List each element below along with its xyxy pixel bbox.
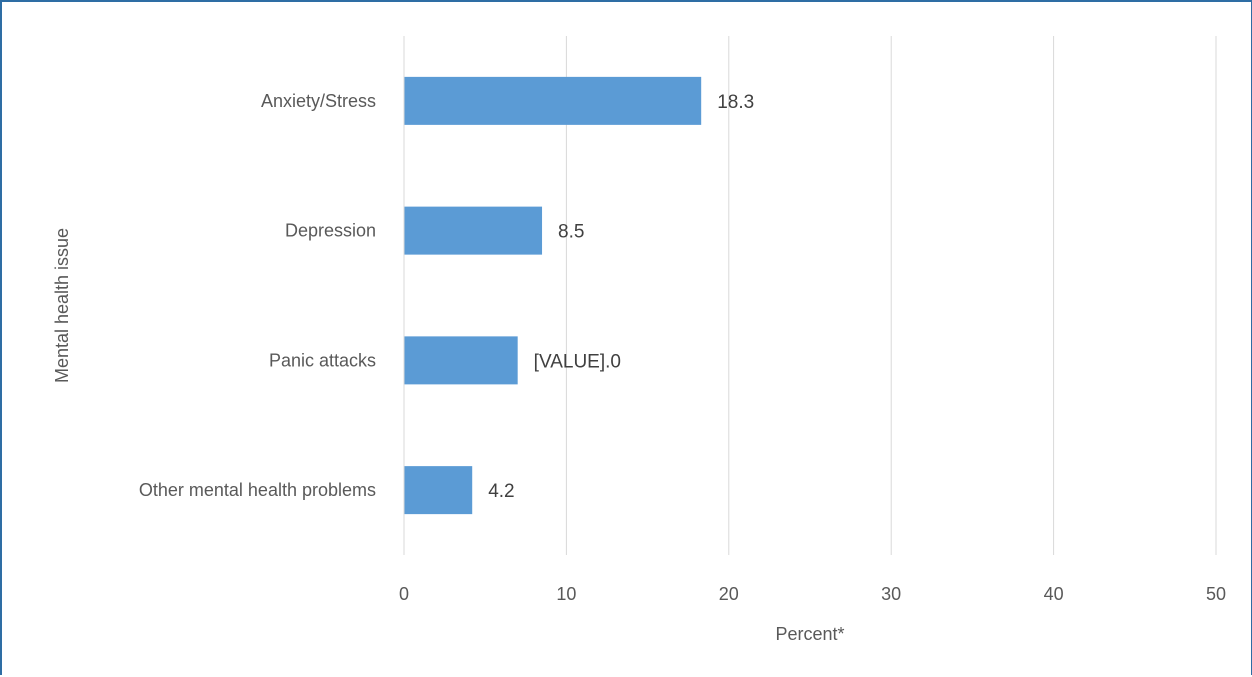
- x-tick-30: 30: [881, 584, 901, 604]
- data-label: [VALUE].0: [534, 351, 621, 372]
- data-labels: 18.3 8.5 [VALUE].0 4.2: [488, 92, 754, 502]
- x-tick-20: 20: [719, 584, 739, 604]
- x-tick-40: 40: [1044, 584, 1064, 604]
- bar-other-mental-health-problems: [404, 466, 473, 515]
- x-tick-50: 50: [1206, 584, 1226, 604]
- bar-panic-attacks: [404, 336, 518, 385]
- data-label: 4.2: [488, 481, 514, 502]
- category-labels: Anxiety/Stress Depression Panic attacks Oth…: [139, 91, 376, 500]
- bar-anxiety-stress: [404, 76, 702, 125]
- category-label: Panic attacks: [269, 350, 376, 370]
- bar-depression: [404, 206, 543, 255]
- category-label: Depression: [285, 221, 376, 241]
- data-label: 8.5: [558, 222, 584, 243]
- category-label: Anxiety/Stress: [261, 91, 376, 111]
- data-label: 18.3: [717, 92, 754, 113]
- category-label: Other mental health problems: [139, 480, 376, 500]
- x-tick-labels: 0 10 20 30 40 50: [399, 584, 1226, 604]
- bars: [404, 76, 702, 515]
- y-axis-title: Mental health issue: [52, 228, 72, 383]
- x-tick-10: 10: [556, 584, 576, 604]
- x-axis-title: Percent*: [775, 624, 844, 644]
- x-tick-0: 0: [399, 584, 409, 604]
